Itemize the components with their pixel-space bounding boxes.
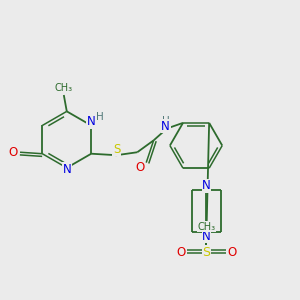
Text: N: N xyxy=(202,230,211,243)
Text: N: N xyxy=(202,179,211,192)
Text: O: O xyxy=(136,161,145,175)
Text: N: N xyxy=(161,120,170,133)
Text: CH₃: CH₃ xyxy=(55,83,73,94)
Text: S: S xyxy=(202,246,211,259)
Text: O: O xyxy=(176,246,185,259)
Text: N: N xyxy=(87,116,96,128)
Text: S: S xyxy=(113,143,120,156)
Text: CH₃: CH₃ xyxy=(197,222,215,232)
Text: N: N xyxy=(62,163,71,176)
Text: O: O xyxy=(9,146,18,159)
Text: O: O xyxy=(228,246,237,259)
Text: H: H xyxy=(162,116,170,126)
Text: CH₃: CH₃ xyxy=(55,83,73,94)
Text: H: H xyxy=(96,112,104,122)
